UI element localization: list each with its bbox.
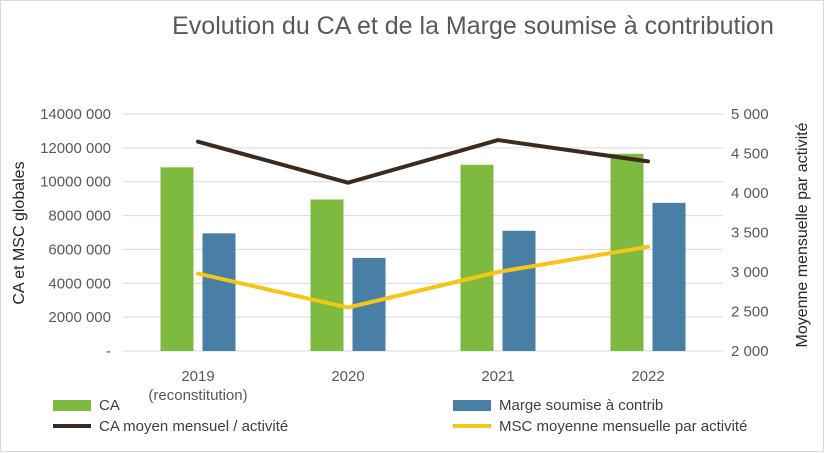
y-tick-label: 12000 000 [40,140,111,157]
bar [202,233,236,351]
y2-tick-label: 4 500 [731,146,769,163]
legend-label: CA moyen mensuel / activité [99,418,288,435]
y-tick-label: - [106,343,111,360]
left-axis-ticks: - 2000 000 4000 000 6000 000 8000 000 10000 0… [40,106,111,360]
x-tick-label: 2019 [181,368,214,385]
legend-label: CA [99,397,120,414]
x-tick-label: 2020 [331,368,364,385]
y2-tick-label: 3 500 [731,225,769,242]
y2-tick-label: 5 000 [731,106,769,123]
y2-tick-label: 4 000 [731,185,769,202]
y-axis-label: CA et MSC globales [11,161,28,304]
chart-title: Evolution du CA et de la Marge soumise à… [172,12,774,40]
legend: CA Marge soumise à contrib CA moyen mensue… [53,397,747,435]
y-tick-label: 14000 000 [40,106,111,123]
series-line [196,244,650,310]
legend-swatch [53,400,91,411]
lines [196,138,650,310]
y2-axis-label: Moyenne mensuelle par activité [794,122,811,347]
right-axis-ticks: 2 000 2 500 3 000 3 500 4 000 4 500 5 000 [731,106,769,360]
x-tick-label: (reconstitution) [148,387,247,404]
legend-label: Marge soumise à contrib [499,397,663,414]
legend-label: MSC moyenne mensuelle par activité [499,418,747,435]
bar [460,164,494,351]
y-tick-label: 2000 000 [48,309,111,326]
bars [160,153,686,351]
bar [652,202,686,351]
legend-swatch [453,400,491,411]
y2-tick-label: 2 000 [731,343,769,360]
y2-tick-label: 2 500 [731,304,769,321]
x-tick-label: 2021 [481,368,514,385]
bar [160,167,194,351]
bar [502,230,536,351]
y-tick-label: 10000 000 [40,174,111,191]
series-line [196,138,650,185]
y2-tick-label: 3 000 [731,264,769,281]
x-axis-ticks: 2019 (reconstitution) 2020 2021 2022 [148,368,664,404]
y-tick-label: 4000 000 [48,275,111,292]
y-tick-label: 6000 000 [48,241,111,258]
bar [310,199,344,351]
y-tick-label: 8000 000 [48,208,111,225]
x-tick-label: 2022 [631,368,664,385]
